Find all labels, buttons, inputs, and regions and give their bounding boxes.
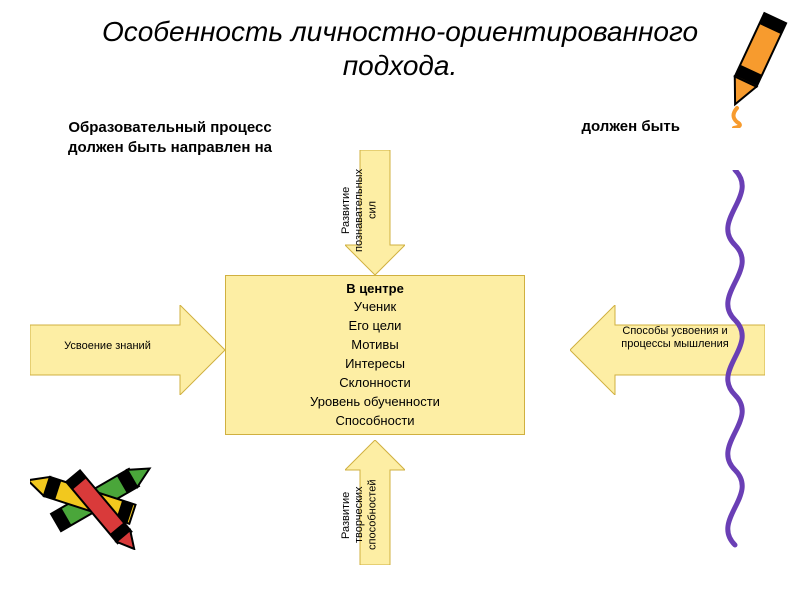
arrow-top: Развитие познавательных сил [345, 150, 405, 280]
center-heading: В центре [234, 280, 516, 299]
center-box: В центре Ученик Его цели Мотивы Интересы… [225, 275, 525, 435]
arrow-bottom-label: Развитие творческих способностей [340, 465, 410, 565]
center-line: Способности [234, 412, 516, 431]
arrow-top-label: Развитие познавательных сил [340, 160, 410, 260]
arrow-left-label: Усвоение знаний [50, 340, 165, 353]
crayons-icon [30, 450, 160, 550]
center-line: Склонности [234, 374, 516, 393]
subtitle-right: должен быть [582, 118, 681, 135]
arrow-bottom: Развитие творческих способностей [345, 440, 405, 570]
crayon-icon [712, 8, 792, 128]
arrow-left: Усвоение знаний [30, 305, 225, 400]
slide-title: Особенность личностно-ориентированного п… [100, 15, 700, 82]
center-line: Интересы [234, 355, 516, 374]
subtitle-left: Образовательный процесс должен быть напр… [60, 118, 280, 157]
center-line: Его цели [234, 317, 516, 336]
squiggle-icon [705, 170, 765, 550]
center-line: Ученик [234, 298, 516, 317]
center-line: Уровень обученности [234, 393, 516, 412]
center-line: Мотивы [234, 336, 516, 355]
